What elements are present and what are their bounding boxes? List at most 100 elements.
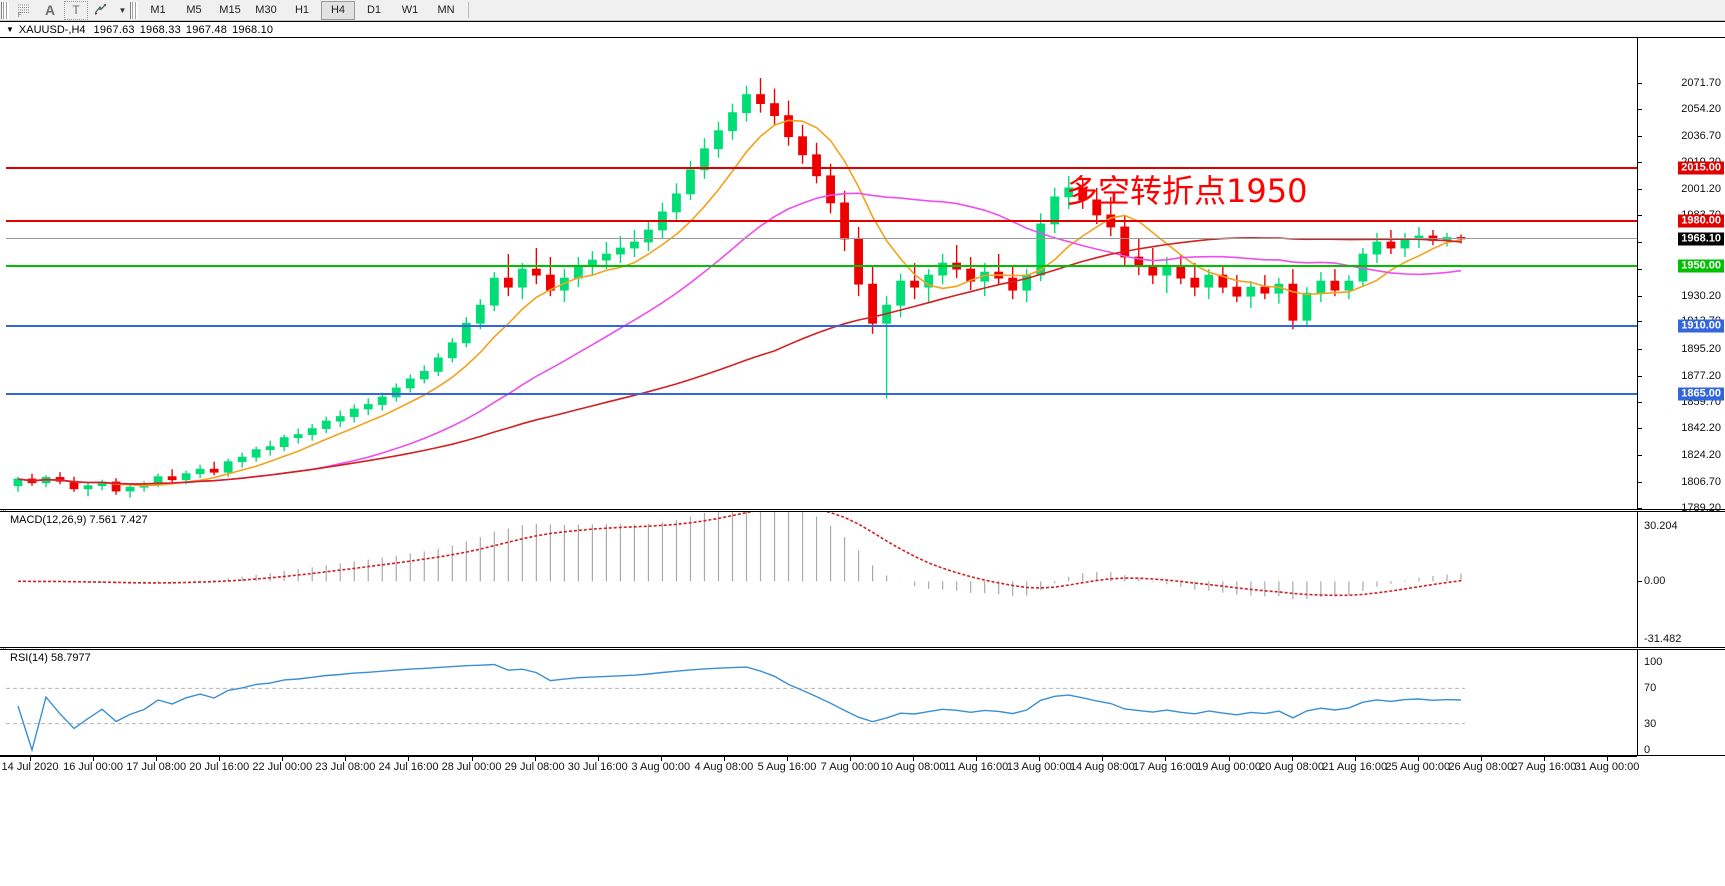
timeframe-group: M1 M5 M15 M30 H1 H4 D1 W1 MN	[140, 0, 473, 20]
time-tick-mark	[93, 756, 95, 761]
price-tick-mark	[1638, 161, 1642, 163]
price-level-line-1980-00[interactable]	[6, 219, 1637, 222]
price-level-line-1968-10[interactable]	[6, 237, 1637, 239]
price-tick-mark	[1638, 242, 1642, 244]
time-axis[interactable]: 14 Jul 2020 16 Jul 00:00 17 Jul 08:00 20 Ju…	[0, 756, 1725, 886]
time-tick-label: 20 Aug 08:00	[1259, 761, 1325, 773]
toolbar-separator	[468, 2, 469, 18]
rsi-label: RSI(14) 58.7977	[8, 652, 93, 664]
ohlc-open: 1967.63	[93, 23, 135, 36]
price-tick-mark	[1638, 481, 1642, 483]
rsi-tick-label: 30	[1644, 717, 1657, 730]
rsi-tick-label: 70	[1644, 682, 1657, 695]
collapse-triangle-icon[interactable]: ▼	[6, 25, 14, 34]
price-candles-svg	[13, 78, 1466, 498]
chart-area[interactable]: 多空转折点1950 2071.702054.202036.702019.2020…	[0, 38, 1725, 886]
timeframe-button-w1[interactable]: W1	[401, 4, 419, 16]
price-tick-mark	[1638, 109, 1642, 111]
time-tick-label: 24 Jul 16:00	[378, 761, 439, 773]
macd-zero-tick	[1638, 581, 1642, 583]
symbol-name: XAUUSD-,H4	[18, 23, 86, 36]
time-tick-label: 3 Aug 00:00	[631, 761, 691, 773]
rsi-tick-label: 100	[1644, 656, 1663, 668]
price-tick-label: 1806.70	[1681, 475, 1721, 488]
time-tick-label: 29 Jul 08:00	[504, 761, 565, 773]
rsi-scale-axis[interactable]: 100 70 30 0	[1637, 650, 1725, 756]
price-scale-axis[interactable]: 2071.702054.202036.702019.202001.201983.…	[1637, 38, 1725, 514]
time-tick-label: 23 Jul 08:00	[315, 761, 376, 773]
timeframe-button-m30[interactable]: M30	[255, 4, 277, 16]
time-tick-mark	[1480, 756, 1482, 761]
time-tick-mark	[1102, 756, 1104, 761]
toolbar-grip-2[interactable]	[130, 1, 138, 19]
price-level-line-2015-00[interactable]	[6, 167, 1637, 170]
text-box-tool-icon[interactable]: T	[64, 0, 88, 20]
last-price-tag[interactable]: 1968.10	[1678, 232, 1724, 246]
chevron-down-icon: ▼	[118, 5, 127, 15]
time-tick-mark	[1607, 756, 1608, 761]
timeframe-button-m1[interactable]: M1	[150, 4, 166, 16]
time-tick-mark	[786, 756, 788, 761]
price-plot[interactable]: 多空转折点1950	[6, 38, 1637, 509]
price-tick-label: 1895.20	[1681, 342, 1721, 355]
timeframe-button-h4[interactable]: H4	[321, 0, 355, 20]
macd-tick-label: 0.00	[1644, 575, 1666, 588]
price-tick-mark	[1638, 428, 1642, 430]
time-tick-label: 27 Aug 16:00	[1511, 761, 1577, 773]
timeframe-button-d1[interactable]: D1	[366, 4, 382, 16]
price-level-line-1950-00[interactable]	[6, 265, 1637, 268]
time-tick-label: 22 Jul 00:00	[252, 761, 313, 773]
rsi-plot[interactable]	[6, 650, 1637, 755]
text-label-tool-icon[interactable]: A	[38, 1, 62, 20]
ohlc-close: 1968.10	[232, 23, 274, 36]
timeframe-button-m15[interactable]: M15	[219, 4, 241, 16]
time-tick-label: 4 Aug 08:00	[694, 761, 754, 773]
level-tag-1980[interactable]: 1980.00	[1678, 214, 1724, 228]
time-tick-mark	[1039, 756, 1041, 761]
time-tick-mark	[219, 756, 221, 761]
time-tick-mark	[1165, 756, 1167, 761]
timeframe-button-mn[interactable]: MN	[437, 4, 455, 16]
time-tick-mark	[1417, 756, 1419, 761]
time-tick-label: 31 Aug 00:00	[1574, 761, 1640, 773]
time-axis-line	[0, 756, 1637, 757]
level-tag-2015[interactable]: 2015.00	[1678, 161, 1724, 175]
rsi-panel[interactable]: RSI(14) 58.7977 100 70 30 0	[0, 649, 1725, 756]
price-tick-label: 2036.70	[1681, 129, 1721, 142]
time-tick-label: 5 Aug 16:00	[757, 761, 817, 773]
toolbar-grip-1[interactable]	[1, 1, 9, 19]
macd-tick-label: -31.482	[1644, 633, 1682, 645]
price-tick-mark	[1638, 401, 1642, 403]
level-tag-1910[interactable]: 1910.00	[1678, 319, 1724, 333]
time-tick-mark	[282, 756, 284, 761]
price-tick-label: 2071.70	[1681, 77, 1721, 89]
level-tag-1865[interactable]: 1865.00	[1678, 387, 1724, 401]
macd-label: MACD(12,26,9) 7.561 7.427	[8, 514, 150, 526]
price-tick-mark	[1638, 83, 1642, 84]
macd-scale-axis[interactable]: 30.204 0.00 -31.482	[1637, 512, 1725, 647]
time-tick-mark	[723, 756, 725, 761]
time-tick-label: 25 Aug 00:00	[1385, 761, 1451, 773]
time-tick-mark	[1291, 756, 1293, 761]
macd-panel[interactable]: MACD(12,26,9) 7.561 7.427 30.204 0.00 -31.…	[0, 511, 1725, 648]
timeframe-button-m5[interactable]: M5	[186, 4, 202, 16]
crosshair-tool-icon[interactable]: F	[12, 1, 36, 20]
timeframe-button-h1[interactable]: H1	[294, 4, 310, 16]
macd-svg	[17, 512, 1462, 600]
time-tick-mark	[1228, 756, 1230, 761]
price-tick-label: 1824.20	[1681, 449, 1721, 462]
price-tick-mark	[1638, 375, 1642, 377]
price-level-line-1865-00[interactable]	[6, 392, 1637, 395]
macd-plot[interactable]	[6, 512, 1637, 647]
shapes-dropdown-arrow[interactable]: ▼	[116, 1, 128, 20]
level-tag-1950[interactable]: 1950.00	[1678, 259, 1724, 273]
ohlc-low: 1967.48	[185, 23, 228, 36]
time-tick-mark	[913, 756, 915, 761]
price-tick-mark	[1638, 215, 1642, 217]
price-panel[interactable]: 多空转折点1950 2071.702054.202036.702019.2020…	[0, 38, 1725, 514]
time-tick-label: 11 Aug 16:00	[944, 761, 1009, 773]
letter-a-glyph: A	[44, 2, 56, 18]
price-level-line-1910-00[interactable]	[6, 325, 1637, 328]
shapes-tool-icon[interactable]	[90, 1, 114, 20]
time-tick-mark	[850, 756, 852, 761]
